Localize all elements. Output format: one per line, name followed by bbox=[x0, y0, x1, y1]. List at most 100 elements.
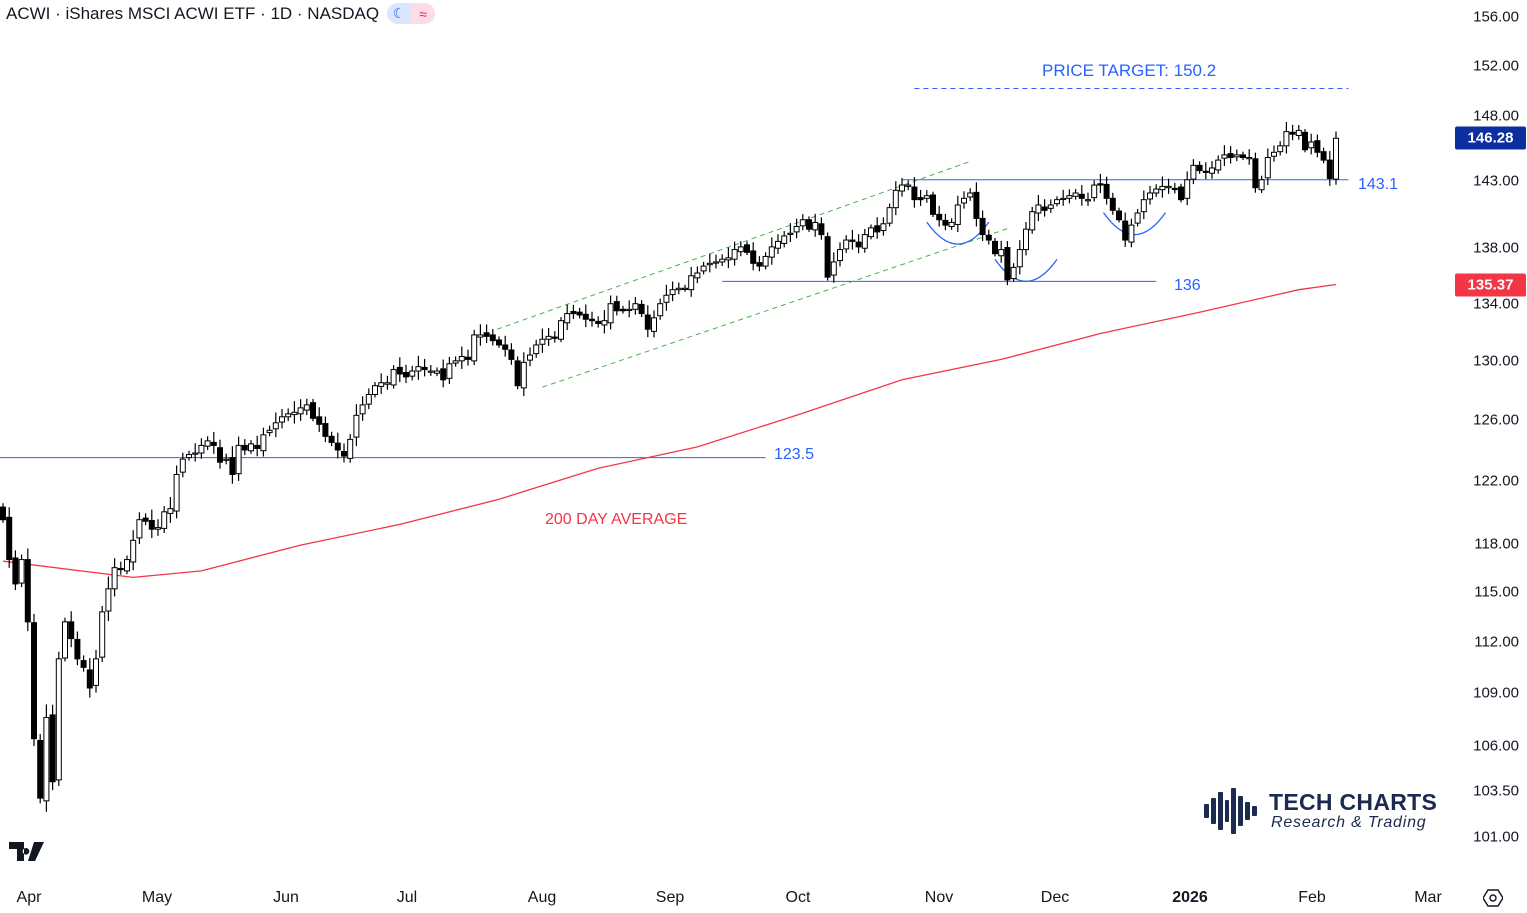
candle bbox=[241, 439, 248, 456]
candle-body-up bbox=[899, 184, 905, 192]
candle bbox=[378, 373, 385, 394]
candle bbox=[886, 203, 893, 227]
tech-charts-logo: TECH CHARTS Research & Trading bbox=[1203, 788, 1437, 834]
candle-body-down bbox=[855, 241, 862, 248]
x-tick-label: Oct bbox=[785, 889, 811, 906]
candle bbox=[502, 335, 509, 357]
candle-body-down bbox=[1196, 164, 1203, 172]
candle bbox=[824, 232, 831, 281]
candle-body-up bbox=[1264, 157, 1271, 179]
candle-body-down bbox=[1227, 153, 1234, 159]
candle-body-up bbox=[173, 473, 180, 512]
candle-body-up bbox=[1066, 195, 1073, 199]
candle bbox=[415, 355, 422, 380]
candle-body-up bbox=[260, 434, 267, 452]
tradingview-logo-icon[interactable] bbox=[9, 842, 47, 862]
candle bbox=[297, 399, 304, 421]
candle bbox=[365, 388, 372, 410]
candle bbox=[775, 234, 781, 255]
candle bbox=[1066, 189, 1073, 204]
candle bbox=[266, 425, 273, 437]
x-tick-label: Mar bbox=[1414, 889, 1442, 906]
candle-body-up bbox=[1221, 154, 1228, 159]
candle bbox=[291, 401, 298, 424]
candle-body-up bbox=[713, 261, 719, 264]
candle bbox=[861, 228, 868, 253]
approx-wave-icon[interactable]: ≈ bbox=[411, 3, 436, 24]
candle-body-up bbox=[18, 559, 25, 584]
horizontal-levels bbox=[0, 87, 1349, 459]
candle bbox=[533, 339, 540, 358]
candle-body-up bbox=[1128, 224, 1135, 243]
moon-icon[interactable]: ☾ bbox=[387, 3, 412, 24]
candle bbox=[1326, 151, 1333, 186]
candle-body-down bbox=[1326, 159, 1333, 179]
candle bbox=[1227, 146, 1234, 164]
candle-body-up bbox=[793, 225, 800, 233]
candle bbox=[675, 282, 682, 295]
candle bbox=[465, 349, 471, 366]
candle bbox=[427, 364, 434, 376]
candle-body-up bbox=[1184, 179, 1191, 199]
candle bbox=[148, 509, 155, 539]
candle-body-up bbox=[706, 262, 713, 266]
candle bbox=[849, 229, 856, 250]
candle bbox=[998, 240, 1005, 263]
candle-body-up bbox=[682, 287, 688, 290]
candle bbox=[1116, 207, 1122, 223]
candle-body-up bbox=[43, 717, 50, 802]
candle-body-up bbox=[130, 539, 137, 563]
candle-body-up bbox=[291, 411, 298, 416]
candle bbox=[855, 234, 862, 254]
candle bbox=[1010, 263, 1017, 282]
candle bbox=[706, 253, 713, 273]
candle bbox=[830, 252, 837, 283]
candle bbox=[471, 329, 478, 366]
candle bbox=[644, 305, 651, 338]
candle-body-up bbox=[384, 382, 391, 385]
candle bbox=[446, 356, 453, 384]
candle bbox=[1295, 125, 1302, 140]
candle bbox=[1097, 173, 1104, 194]
candle-body-down bbox=[1302, 131, 1308, 151]
candle-body-down bbox=[241, 444, 248, 451]
candle bbox=[520, 352, 527, 397]
candle bbox=[198, 438, 205, 459]
x-tick-label: Nov bbox=[924, 889, 954, 906]
y-tick-label: 106.00 bbox=[1473, 737, 1519, 755]
candle bbox=[68, 611, 75, 648]
candle bbox=[1004, 241, 1011, 286]
candle-body-down bbox=[1097, 183, 1104, 186]
candle-body-up bbox=[285, 413, 292, 418]
candle-body-down bbox=[310, 402, 316, 419]
candle bbox=[1072, 188, 1079, 200]
candle bbox=[186, 450, 192, 461]
candle bbox=[1153, 184, 1160, 197]
candle bbox=[1240, 151, 1246, 161]
candle bbox=[458, 346, 465, 369]
candle bbox=[558, 317, 564, 343]
candle bbox=[477, 324, 484, 346]
candle-body-up bbox=[1060, 197, 1067, 201]
candle-body-down bbox=[1314, 140, 1321, 153]
candle bbox=[688, 266, 695, 297]
candle bbox=[899, 178, 905, 197]
candle bbox=[1103, 176, 1110, 205]
x-tick-label: 2026 bbox=[1172, 889, 1208, 906]
candle-body-up bbox=[427, 370, 434, 373]
candle-body-up bbox=[105, 588, 112, 612]
candle-body-down bbox=[1078, 193, 1085, 199]
candle bbox=[260, 427, 267, 457]
candle bbox=[781, 231, 788, 248]
candle bbox=[1091, 180, 1098, 202]
candle-body-down bbox=[576, 311, 583, 316]
level-label-123-5: 123.5 bbox=[774, 446, 815, 463]
session-badge[interactable]: ☾ ≈ bbox=[387, 3, 436, 24]
candle-body-up bbox=[1209, 167, 1215, 174]
settings-icon[interactable] bbox=[1483, 888, 1503, 908]
candle-body-down bbox=[942, 219, 949, 226]
candle bbox=[787, 223, 794, 243]
candle-body-up bbox=[1072, 192, 1079, 197]
candle-body-up bbox=[725, 257, 732, 261]
